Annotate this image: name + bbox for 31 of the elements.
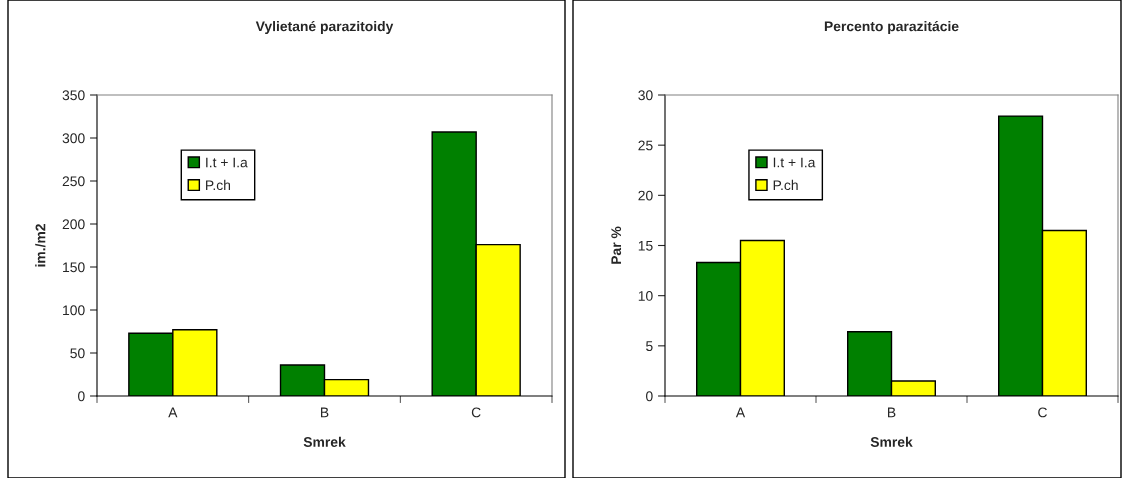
y-tick-label: 5 [646, 341, 653, 351]
y-tick-label: 50 [70, 348, 85, 359]
y-tick-label: 10 [638, 291, 653, 301]
y-tick-label: 20 [638, 190, 653, 201]
legend-label: I.t + I.a [206, 157, 248, 168]
y-tick-label: 30 [638, 90, 653, 101]
x-axis-title: Smrek [303, 436, 346, 447]
x-tick-label: B [888, 407, 896, 418]
chart-title: Vylietané parazitoidy [255, 20, 394, 34]
y-axis-title: Par % [611, 226, 622, 264]
y-tick-label: 100 [63, 305, 85, 316]
x-tick-label: A [168, 407, 178, 418]
x-tick-label: A [735, 407, 746, 418]
y-tick-label: 0 [646, 391, 653, 402]
y-tick-label: 250 [62, 176, 85, 187]
x-tick-label: B [321, 407, 329, 418]
x-tick-label: C [471, 407, 481, 418]
legend-label: I.t + I.a [773, 157, 816, 168]
y-axis-title: im./m2 [35, 224, 46, 267]
x-tick-label: C [1038, 407, 1047, 418]
y-tick-label: 15 [638, 240, 653, 251]
legend-label: P.ch [773, 179, 798, 191]
y-tick-label: 150 [63, 262, 85, 273]
y-tick-label: 350 [62, 90, 85, 101]
y-tick-label: 200 [62, 219, 85, 230]
y-tick-label: 0 [78, 391, 85, 402]
x-axis-title: Smrek [870, 436, 913, 447]
legend-label: P.ch [206, 179, 231, 191]
y-tick-label: 300 [62, 133, 85, 144]
y-tick-label: 25 [638, 140, 653, 151]
chart-title: Percento parazitácie [824, 20, 959, 34]
